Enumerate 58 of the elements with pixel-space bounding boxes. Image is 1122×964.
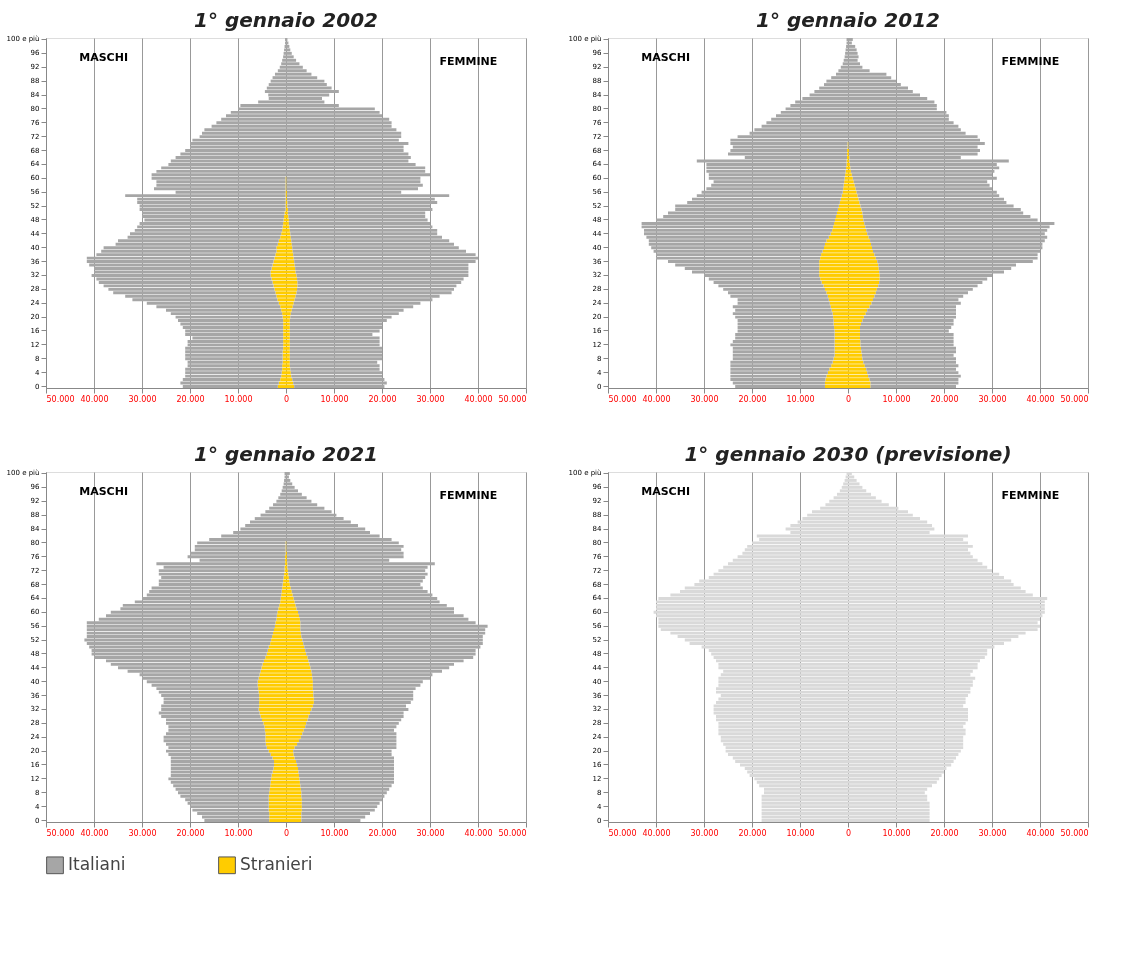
x-tick-label: 40.000 <box>464 394 493 404</box>
x-tick-label: 10.000 <box>320 828 349 838</box>
x-tick-label: 30.000 <box>416 828 445 838</box>
x-tick-label: 20.000 <box>176 828 205 838</box>
x-tick-label: 40.000 <box>642 828 671 838</box>
annotation: FEMMINE <box>439 489 498 502</box>
chart-title: 1° gennaio 2012 <box>756 7 940 32</box>
x-tick-label: 10.000 <box>224 394 253 404</box>
x-tick-label: 30.000 <box>690 394 719 404</box>
x-tick-label: 30.000 <box>128 828 157 838</box>
x-tick-label: 10.000 <box>786 828 815 838</box>
x-tick-label: 40.000 <box>1026 394 1055 404</box>
annotation: MASCHI <box>79 51 128 64</box>
x-tick-label: 0 <box>845 394 852 404</box>
x-tick-label: 40.000 <box>464 828 493 838</box>
annotation: FEMMINE <box>439 55 498 68</box>
x-tick-label: 0 <box>845 828 852 838</box>
chart-title: 1° gennaio 2030 (previsione) <box>684 441 1012 466</box>
x-tick-label: 10.000 <box>786 394 815 404</box>
x-tick-label: 50.000 <box>46 394 75 404</box>
x-tick-label: 30.000 <box>978 828 1007 838</box>
x-tick-label: 40.000 <box>642 394 671 404</box>
x-tick-label: 40.000 <box>80 394 109 404</box>
x-tick-label: 50.000 <box>498 828 527 838</box>
x-tick-label: 50.000 <box>1060 828 1089 838</box>
x-tick-label: 20.000 <box>368 394 397 404</box>
annotation: MASCHI <box>641 485 690 498</box>
x-tick-label: 20.000 <box>368 828 397 838</box>
x-tick-label: 20.000 <box>930 394 959 404</box>
x-tick-label: 50.000 <box>1060 394 1089 404</box>
annotation: MASCHI <box>79 485 128 498</box>
x-tick-label: 20.000 <box>738 828 767 838</box>
x-tick-label: 30.000 <box>690 828 719 838</box>
x-tick-label: 40.000 <box>80 828 109 838</box>
x-tick-label: 10.000 <box>882 394 911 404</box>
x-tick-label: 50.000 <box>498 394 527 404</box>
x-tick-label: 10.000 <box>882 828 911 838</box>
x-tick-label: 30.000 <box>978 394 1007 404</box>
x-tick-label: 0 <box>283 394 290 404</box>
x-tick-label: 20.000 <box>176 394 205 404</box>
annotation: FEMMINE <box>1001 55 1060 68</box>
x-tick-label: 50.000 <box>608 828 637 838</box>
annotation: FEMMINE <box>1001 489 1060 502</box>
x-tick-label: 20.000 <box>738 394 767 404</box>
chart-title: 1° gennaio 2021 <box>194 441 378 466</box>
x-tick-label: 10.000 <box>224 828 253 838</box>
x-tick-label: 10.000 <box>320 394 349 404</box>
x-tick-label: 0 <box>283 828 290 838</box>
x-tick-label: 50.000 <box>608 394 637 404</box>
x-tick-label: 20.000 <box>930 828 959 838</box>
annotation: MASCHI <box>641 51 690 64</box>
x-tick-label: 40.000 <box>1026 828 1055 838</box>
x-tick-label: 30.000 <box>416 394 445 404</box>
x-tick-label: 50.000 <box>46 828 75 838</box>
x-tick-label: 30.000 <box>128 394 157 404</box>
legend-label: Stranieri <box>240 854 313 875</box>
legend-label: Italiani <box>68 854 126 875</box>
chart-title: 1° gennaio 2002 <box>194 7 378 32</box>
